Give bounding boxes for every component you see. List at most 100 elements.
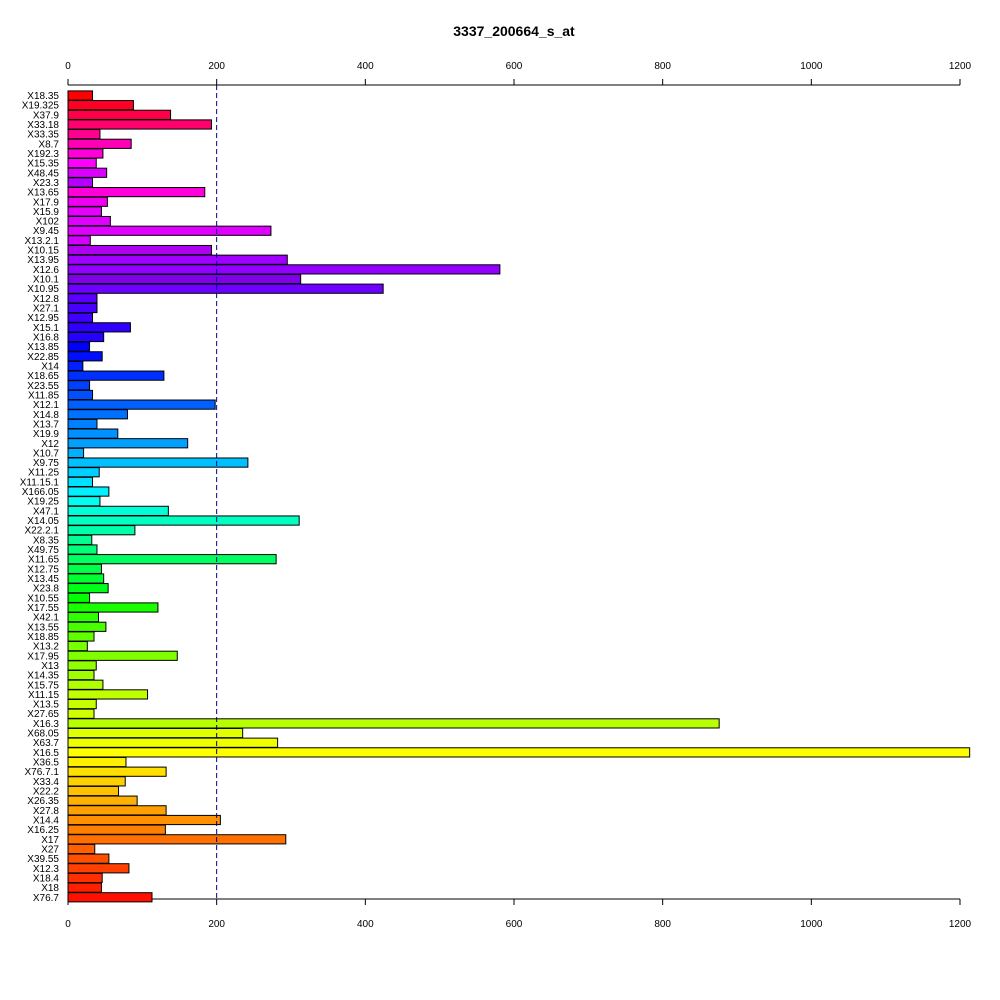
category-label: X33.4 — [33, 777, 60, 788]
category-label: X14.05 — [27, 516, 59, 527]
bar — [67, 853, 110, 864]
bar — [67, 834, 287, 845]
category-label: X13 — [41, 661, 59, 672]
bar — [67, 747, 971, 758]
bar — [67, 776, 126, 787]
bar — [67, 882, 102, 893]
bar — [67, 612, 99, 623]
category-label: X13.95 — [27, 255, 59, 266]
bar — [67, 708, 95, 719]
bar — [67, 273, 302, 285]
category-label: X14 — [41, 361, 59, 372]
bottom-tick-label: 1200 — [949, 919, 972, 930]
category-label: X36.5 — [33, 758, 60, 769]
bar — [67, 399, 216, 410]
bar — [67, 718, 720, 729]
category-label: X10.1 — [33, 275, 60, 286]
bar — [67, 302, 98, 314]
category-label: X76.7.1 — [25, 767, 60, 778]
bar — [67, 824, 166, 835]
category-label: X11.15.1 — [20, 477, 60, 488]
top-tick-label: 400 — [357, 61, 374, 72]
bar — [67, 177, 94, 188]
bar — [67, 158, 97, 169]
category-label: X14.8 — [33, 410, 60, 421]
category-label: X8.35 — [33, 535, 60, 546]
category-label: X63.7 — [33, 738, 60, 749]
bar — [67, 341, 91, 352]
bar — [67, 167, 108, 178]
category-label: X14.35 — [27, 671, 59, 682]
category-label: X13.2 — [33, 642, 60, 653]
bottom-tick-label: 0 — [65, 919, 71, 930]
bar — [67, 544, 98, 555]
bar — [67, 215, 111, 227]
category-label: X15.1 — [33, 323, 60, 334]
category-label: X33.18 — [27, 120, 59, 131]
bar — [67, 389, 94, 401]
category-label: X22.2 — [33, 787, 60, 798]
category-label: X15.9 — [33, 207, 60, 218]
bar — [67, 505, 169, 516]
category-label: X17.9 — [33, 197, 60, 208]
bar — [67, 119, 212, 130]
category-label: X13.7 — [33, 419, 60, 430]
category-label: X37.9 — [33, 110, 60, 121]
category-label: X18.35 — [27, 91, 59, 102]
bar — [67, 892, 153, 903]
bar — [67, 428, 119, 439]
category-label: X14.4 — [33, 816, 60, 827]
bar — [67, 766, 167, 777]
category-label: X17.55 — [27, 603, 59, 614]
category-label: X18.4 — [33, 873, 60, 884]
bar — [67, 805, 167, 816]
category-label: X13.2.1 — [25, 236, 60, 247]
category-label: X12.75 — [27, 564, 59, 575]
category-label: X12.8 — [33, 294, 60, 305]
category-label: X33.35 — [27, 130, 59, 141]
category-label: X39.55 — [27, 854, 59, 865]
category-label: X13.45 — [27, 574, 59, 585]
bottom-tick-label: 200 — [208, 919, 225, 930]
category-label: X192.3 — [27, 149, 59, 160]
bar — [67, 496, 101, 507]
category-label: X17 — [41, 835, 59, 846]
category-label: X102 — [36, 217, 60, 228]
top-tick-label: 1200 — [949, 61, 972, 72]
category-label: X13.65 — [27, 188, 59, 199]
bar — [67, 563, 102, 574]
category-label: X23.8 — [33, 584, 60, 595]
category-labels: X18.35X19.325X37.9X33.18X33.35X8.7X192.3… — [20, 91, 60, 904]
category-label: X23.55 — [27, 381, 59, 392]
category-label: X27 — [41, 844, 59, 855]
bar — [67, 737, 279, 748]
category-label: X8.7 — [38, 139, 59, 150]
category-label: X11.65 — [28, 555, 59, 566]
category-label: X16.5 — [33, 748, 60, 759]
bar — [67, 312, 94, 323]
bar — [67, 206, 102, 217]
category-label: X22.2.1 — [25, 526, 60, 537]
top-tick-label: 200 — [208, 61, 225, 72]
bottom-tick-label: 400 — [357, 919, 374, 930]
bottom-x-axis: 0 200 400 600 800 1000 1200 — [65, 898, 972, 930]
bar — [67, 641, 88, 652]
bar — [67, 670, 95, 681]
bar — [67, 592, 91, 603]
top-tick-label: 1000 — [800, 61, 823, 72]
bar — [67, 409, 128, 420]
category-label: X18 — [41, 883, 59, 894]
category-label: X11.15 — [28, 690, 59, 701]
bar — [67, 534, 93, 545]
bar — [67, 872, 103, 884]
bar — [67, 254, 288, 265]
category-label: X19.325 — [22, 101, 60, 112]
bar — [67, 380, 91, 391]
category-label: X10.15 — [27, 246, 59, 257]
category-label: X12.3 — [33, 864, 60, 875]
bar — [67, 283, 384, 294]
category-label: X16.3 — [33, 719, 60, 730]
category-label: X13.5 — [33, 700, 60, 711]
bar — [67, 244, 212, 256]
